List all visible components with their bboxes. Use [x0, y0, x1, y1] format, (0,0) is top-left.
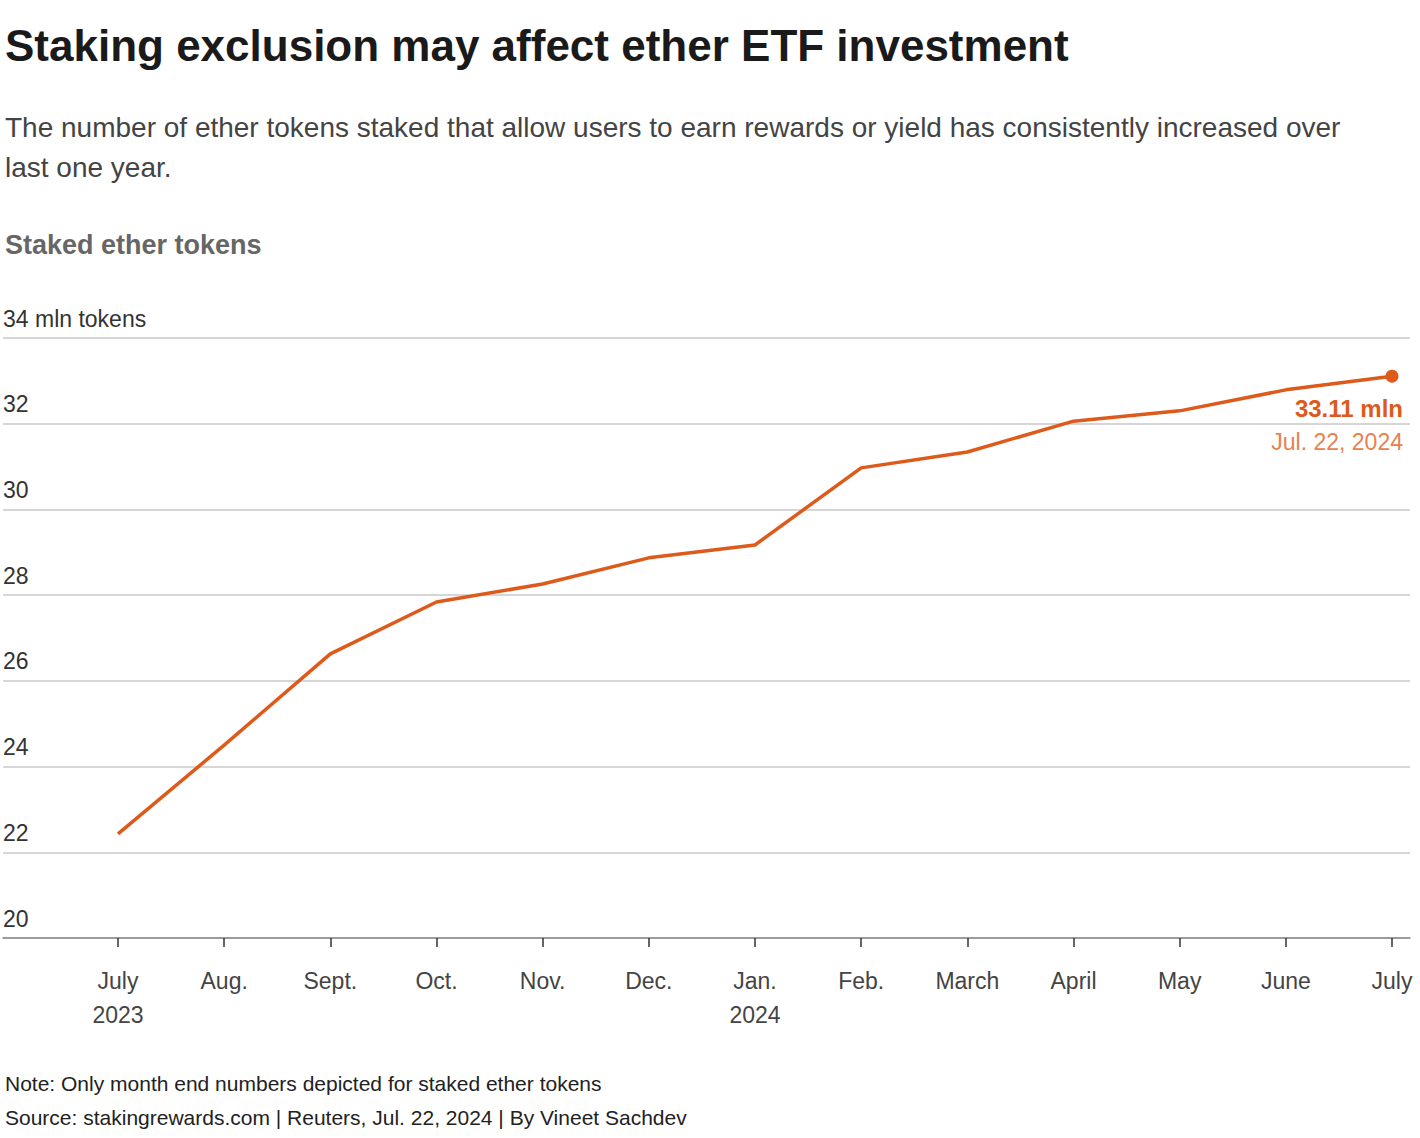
svg-text:34 mln tokens: 34 mln tokens: [3, 306, 146, 332]
svg-text:28: 28: [3, 563, 29, 589]
svg-text:26: 26: [3, 648, 29, 674]
svg-text:June: June: [1261, 968, 1311, 994]
svg-text:30: 30: [3, 477, 29, 503]
svg-text:2024: 2024: [729, 1002, 780, 1028]
svg-text:20: 20: [3, 906, 29, 932]
svg-text:July: July: [1372, 968, 1413, 994]
svg-text:April: April: [1050, 968, 1096, 994]
svg-text:Source: stakingrewards.com | R: Source: stakingrewards.com | Reuters, Ju…: [5, 1106, 687, 1129]
svg-text:Jan.: Jan.: [733, 968, 776, 994]
svg-text:Feb.: Feb.: [838, 968, 884, 994]
svg-text:2023: 2023: [92, 1002, 143, 1028]
svg-text:Staked ether tokens: Staked ether tokens: [5, 230, 262, 260]
svg-text:July: July: [98, 968, 139, 994]
svg-text:Dec.: Dec.: [625, 968, 672, 994]
svg-text:May: May: [1158, 968, 1202, 994]
svg-text:The number of ether tokens sta: The number of ether tokens staked that a…: [5, 112, 1348, 143]
svg-text:last one year.: last one year.: [5, 152, 172, 183]
svg-text:Staking exclusion may affect e: Staking exclusion may affect ether ETF i…: [5, 21, 1069, 70]
svg-text:Oct.: Oct.: [415, 968, 457, 994]
svg-text:Aug.: Aug.: [201, 968, 248, 994]
svg-text:March: March: [935, 968, 999, 994]
svg-text:22: 22: [3, 820, 29, 846]
svg-text:33.11 mln: 33.11 mln: [1295, 395, 1403, 422]
svg-text:Note: Only month end numbers d: Note: Only month end numbers depicted fo…: [5, 1072, 602, 1095]
svg-text:Sept.: Sept.: [303, 968, 357, 994]
svg-text:Nov.: Nov.: [520, 968, 566, 994]
svg-text:24: 24: [3, 734, 29, 760]
svg-text:Jul. 22, 2024: Jul. 22, 2024: [1271, 429, 1403, 455]
svg-text:32: 32: [3, 391, 29, 417]
